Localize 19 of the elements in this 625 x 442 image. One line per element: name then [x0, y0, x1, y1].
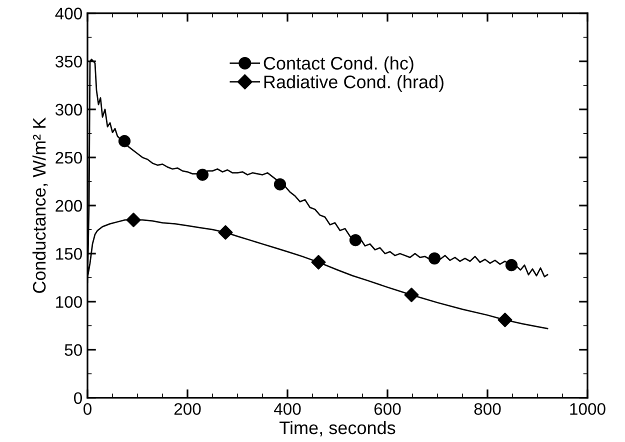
y-tick-label: 150 [56, 248, 82, 260]
y-tick-label: 350 [55, 56, 82, 68]
y-tick-label: 0 [74, 392, 82, 404]
y-tick-label: 200 [56, 200, 82, 212]
y-tick-label: 100 [56, 296, 82, 308]
x-axis-title: Time, seconds [280, 420, 396, 436]
x-tick-label: 800 [474, 403, 501, 415]
y-tick-label: 300 [55, 104, 82, 116]
x-tick-label: 400 [274, 403, 301, 415]
x-tick-label: 1000 [570, 403, 606, 415]
x-tick-label: 200 [174, 403, 201, 415]
y-axis-title: Conductance, W/m² K [32, 117, 48, 293]
y-tick-label: 50 [64, 344, 82, 356]
y-tick-label: 400 [55, 8, 82, 20]
x-tick-label: 600 [374, 403, 401, 415]
legend-label: Radiative Cond. (hrad) [264, 75, 444, 92]
legend-label: Contact Cond. (hc) [264, 56, 414, 74]
y-tick-label: 250 [56, 152, 82, 164]
x-tick-label: 0 [84, 403, 92, 415]
